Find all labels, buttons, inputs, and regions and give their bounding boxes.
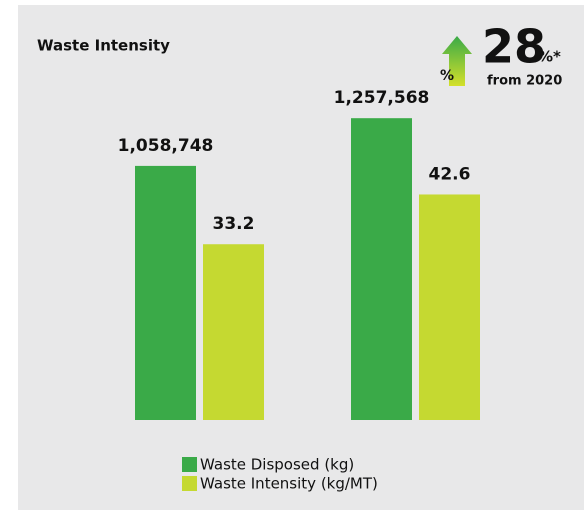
data-label: 1,058,748 (118, 136, 214, 156)
legend-swatch (182, 457, 197, 472)
badge-value: 28 (482, 20, 546, 74)
legend-swatch (182, 476, 197, 491)
data-label: 1,257,568 (334, 88, 430, 108)
panel (18, 5, 584, 510)
data-label: 33.2 (213, 214, 255, 234)
chart-title: Waste Intensity (37, 37, 170, 55)
badge-unit: %* (538, 48, 561, 66)
legend-label: Waste Disposed (kg) (200, 456, 354, 474)
legend-label: Waste Intensity (kg/MT) (200, 475, 378, 493)
bar (135, 165, 196, 420)
badge-icon (442, 36, 472, 86)
data-label: 42.6 (429, 164, 471, 184)
bar (419, 194, 480, 420)
bar (351, 118, 412, 420)
badge-icon-label: % (440, 68, 454, 84)
badge-note: from 2020 (487, 74, 562, 89)
bar (203, 244, 264, 420)
